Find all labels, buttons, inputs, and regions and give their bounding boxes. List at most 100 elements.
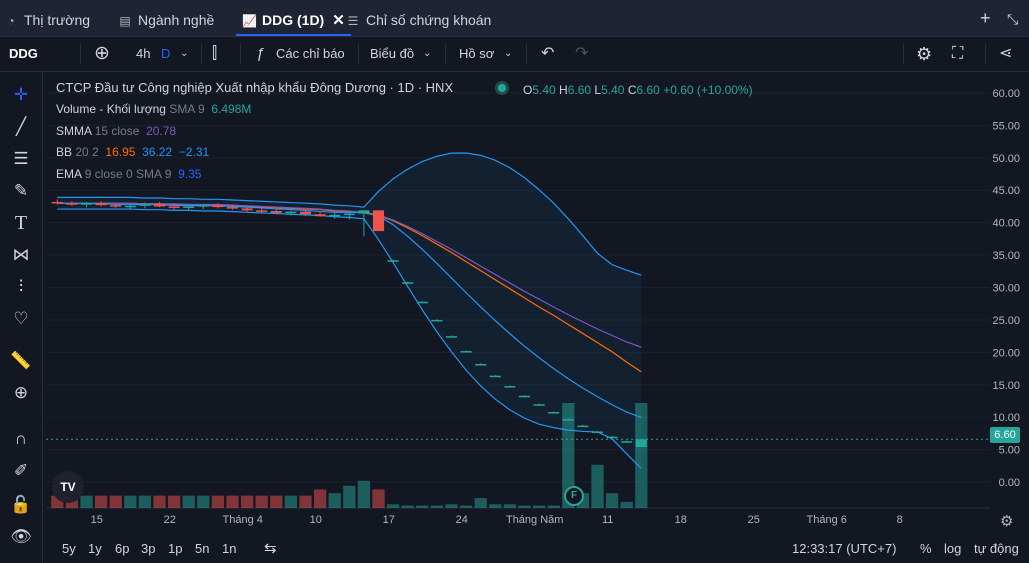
range-5y[interactable]: 5y xyxy=(62,541,76,556)
legend-bb[interactable]: BB 20 2 16.95 36.22 −2.31 xyxy=(56,145,210,159)
price-tick-8: 20.00 xyxy=(992,347,1020,359)
percent-toggle[interactable]: % xyxy=(920,541,932,556)
legend-volume[interactable]: Volume - Khối lượng SMA 9 6.498M xyxy=(56,102,252,116)
volume-bar xyxy=(474,498,487,508)
divider xyxy=(445,44,446,64)
candle-body xyxy=(95,203,107,206)
redo-icon[interactable]: ↷ xyxy=(575,45,589,62)
time-tick-4: 17 xyxy=(383,514,395,526)
price-tick-1: 55.00 xyxy=(992,120,1020,132)
clock-time[interactable]: 12:33:17 (UTC+7) xyxy=(792,541,897,556)
volume-bar xyxy=(226,495,239,508)
tab-chi-so[interactable]: ☰ Chỉ số chứng khoán xyxy=(346,0,492,36)
chevron-down-icon[interactable]: ⌄ xyxy=(180,48,189,59)
add-tab-icon[interactable]: + xyxy=(980,8,991,28)
symbol-label[interactable]: DDG xyxy=(9,46,38,61)
volume-bars xyxy=(51,403,648,508)
pattern-icon[interactable]: ⋈ xyxy=(12,245,30,264)
tab-nganh-nghe[interactable]: ▤ Ngành nghề xyxy=(118,0,214,36)
chart-menu-button[interactable]: Biểu đồ xyxy=(370,46,415,61)
volume-bar xyxy=(182,495,195,508)
volume-bar xyxy=(532,505,546,508)
price-axis: 60.00 55.00 50.00 45.00 40.00 35.00 30.00 25.00… xyxy=(992,88,1020,489)
share-icon[interactable]: ⋖ xyxy=(999,45,1013,62)
date-range-icon[interactable]: ⇆ xyxy=(264,540,277,557)
lock-icon[interactable]: 🔓 xyxy=(10,495,32,514)
function-icon[interactable]: ƒ xyxy=(256,45,265,62)
pie-chart-icon: ◔ xyxy=(7,14,15,28)
settings-icon[interactable]: ⚙ xyxy=(916,44,933,64)
axis-settings-icon[interactable]: ⚙ xyxy=(1000,513,1014,530)
trendline-icon[interactable]: ╱ xyxy=(15,117,27,136)
text-icon[interactable]: T xyxy=(14,212,28,234)
brush-icon[interactable]: ✎ xyxy=(13,181,29,200)
candle-body xyxy=(504,386,516,388)
tab-bar: ◔ Thị trường ▤ Ngành nghề 📈 DDG (1D) ✕ ☰ Chỉ … xyxy=(0,0,1029,37)
close-icon[interactable]: ✕ xyxy=(332,12,345,29)
volume-bar xyxy=(401,505,414,508)
divider xyxy=(201,44,202,64)
zoom-in-icon[interactable]: ⊕ xyxy=(13,383,29,402)
candle-body xyxy=(372,210,385,232)
candle-type-icon[interactable]: ⫿ xyxy=(212,45,218,62)
interval-d[interactable]: D xyxy=(161,46,171,61)
crosshair-icon[interactable]: ✛ xyxy=(13,85,29,104)
price-tick-3: 45.00 xyxy=(992,185,1020,197)
auto-toggle[interactable]: tự động xyxy=(974,541,1019,556)
candle-body xyxy=(489,375,501,378)
chevron-down-icon[interactable]: ⌄ xyxy=(423,48,432,59)
volume-bar xyxy=(167,495,181,508)
add-compare-icon[interactable]: ⊕ xyxy=(94,43,110,64)
volume-bar xyxy=(372,489,385,508)
candle-body xyxy=(591,431,604,433)
forecast-icon[interactable]: ⫶ xyxy=(18,277,24,296)
volume-bar xyxy=(109,495,122,508)
collapse-icon[interactable]: ⤡ xyxy=(1007,11,1019,27)
range-1p[interactable]: 1p xyxy=(168,541,183,556)
volume-bar xyxy=(94,495,108,508)
candle-body xyxy=(80,203,93,205)
price-chart[interactable]: 60.00 55.00 50.00 45.00 40.00 35.00 30.00 25.00… xyxy=(46,72,1029,532)
price-tick-7: 25.00 xyxy=(992,315,1020,327)
range-1n[interactable]: 1n xyxy=(222,541,237,556)
time-tick-3: 10 xyxy=(310,514,322,526)
candle-body xyxy=(139,203,151,206)
chart-area[interactable]: 60.00 55.00 50.00 45.00 40.00 35.00 30.00 25.00… xyxy=(46,72,1020,532)
range-5n[interactable]: 5n xyxy=(195,541,210,556)
tradingview-logo[interactable]: TV xyxy=(52,471,84,503)
fullscreen-icon[interactable]: ⛶ xyxy=(952,45,964,62)
time-tick-0: 15 xyxy=(91,514,103,526)
heart-icon[interactable]: ♡ xyxy=(13,309,29,328)
legend-smma[interactable]: SMMA 15 close 20.78 xyxy=(56,124,177,138)
time-tick-10: Tháng 6 xyxy=(807,514,847,526)
volume-bar xyxy=(255,495,268,508)
magnet-icon[interactable]: ∩ xyxy=(14,429,28,448)
legend-ema[interactable]: EMA 9 close 0 SMA 9 9.35 xyxy=(56,167,202,181)
chevron-down-icon[interactable]: ⌄ xyxy=(504,48,513,59)
tab-thi-truong[interactable]: ◔ Thị trường xyxy=(4,0,90,36)
indicators-button[interactable]: Các chỉ báo xyxy=(276,46,345,61)
ruler-icon[interactable]: 📏 xyxy=(10,351,32,370)
pencil-lock-icon[interactable]: ✐ xyxy=(13,461,29,480)
undo-icon[interactable]: ↶ xyxy=(541,45,555,62)
log-toggle[interactable]: log xyxy=(944,541,962,556)
volume-bar xyxy=(270,495,283,508)
candle-body xyxy=(621,441,633,443)
range-3p[interactable]: 3p xyxy=(141,541,156,556)
volume-bar xyxy=(240,495,254,508)
candle-body xyxy=(226,207,239,209)
event-marker[interactable]: F xyxy=(564,486,584,506)
candle-body xyxy=(343,213,355,216)
range-6p[interactable]: 6p xyxy=(115,541,130,556)
interval-4h[interactable]: 4h xyxy=(136,46,151,61)
volume-bar xyxy=(430,505,444,508)
eye-icon[interactable]: 👁 xyxy=(10,527,32,546)
horizontal-lines-icon[interactable]: ☰ xyxy=(13,149,29,168)
candle-body xyxy=(431,319,443,322)
time-axis: 15 22 Tháng 4 10 17 24 Tháng Năm 11 18 25 Tháng 6 8 xyxy=(91,514,903,526)
range-1y[interactable]: 1y xyxy=(88,541,102,556)
candle-body xyxy=(314,214,326,217)
tab-ddg[interactable]: 📈 DDG (1D) ✕ xyxy=(236,0,351,36)
candle-body xyxy=(548,412,560,414)
profile-button[interactable]: Hồ sơ xyxy=(459,46,495,61)
